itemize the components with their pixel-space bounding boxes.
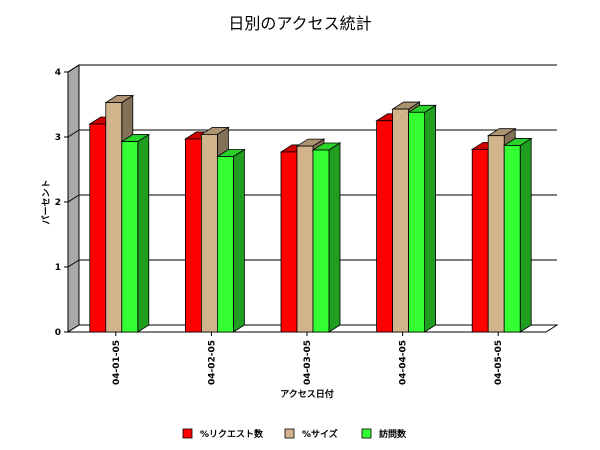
y-axis-label: パーセント [40,179,52,224]
bar-side [232,148,245,333]
bar-side [137,133,150,333]
gridline-side [67,259,80,268]
bar-front [503,145,521,333]
gridline-side [67,129,80,138]
legend: %リクエスト数 %サイズ 訪問数 [182,428,407,440]
bar-front [89,123,107,333]
legend-swatch [284,428,295,439]
bar-front [105,102,123,333]
bar-front [121,141,139,333]
gridline-side [67,64,80,73]
bar-front [471,148,489,333]
legend-label: %リクエスト数 [200,428,264,440]
bar-04-03-05-3 [311,142,342,333]
y-tick-label: 0 [55,328,61,338]
x-axis-label: アクセス日付 [280,388,334,400]
bar-front [184,138,202,333]
bar-front [312,149,330,333]
y-tick-label: 3 [55,133,61,143]
y-tick-label: 1 [55,263,61,273]
chart-title: 日別のアクセス統計 [228,14,371,33]
y-tick-label: 4 [55,68,61,78]
x-tick-label: 04-04-05 [399,340,409,385]
x-tick-label: 04-02-05 [207,340,217,385]
bar-front [376,120,394,333]
x-tick-label: 04-03-05 [303,340,313,385]
legend-swatch [182,428,193,439]
legend-item-1: %リクエスト数 [182,428,264,440]
legend-label: %サイズ [302,428,338,440]
x-tick-label: 04-05-05 [494,340,504,385]
gridline-side [67,194,80,203]
bars [88,94,533,333]
x-axis-ticks: 04-01-05 04-02-05 04-03-05 04-04-05 04-05-05 [112,332,504,385]
bar-front [216,156,234,333]
legend-label: 訪問数 [379,428,407,440]
bar-front [296,145,314,333]
bar-04-01-05-3 [120,133,151,333]
legend-item-2: %サイズ [284,428,338,440]
bar-front [408,111,426,333]
x-tick-label: 04-01-05 [112,340,122,385]
legend-swatch [361,428,372,439]
y-axis-ticks: 0 1 2 3 4 [55,68,68,338]
bar-front [487,135,505,333]
bar-04-02-05-3 [216,148,246,333]
y-tick-label: 2 [55,198,61,208]
bar-side [424,104,437,333]
bar-04-05-05-3 [502,137,533,333]
bar-front [392,108,410,333]
bar-side [328,142,341,333]
bar-front [280,151,298,333]
bar-04-04-05-3 [407,104,437,333]
bar-front [200,133,218,333]
bar-side [519,137,532,333]
legend-item-3: 訪問数 [361,428,407,440]
